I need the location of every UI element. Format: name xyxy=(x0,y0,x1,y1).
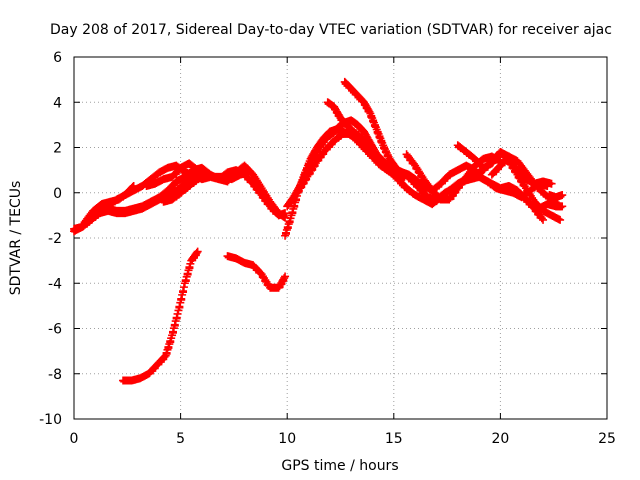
data-layer xyxy=(70,77,567,385)
data-point-fill xyxy=(172,313,181,322)
data-point-fill xyxy=(160,352,169,361)
series-arc-12 xyxy=(323,98,409,181)
data-point-fill xyxy=(288,208,297,217)
data-point-fill xyxy=(179,287,188,296)
data-point-fill xyxy=(179,283,188,292)
x-tick-label: 25 xyxy=(598,431,616,447)
data-point-fill xyxy=(181,276,190,285)
data-point-fill xyxy=(397,169,406,178)
data-point-fill xyxy=(170,320,179,329)
series-arc-13 xyxy=(340,77,407,179)
y-tick-label: 6 xyxy=(53,50,62,66)
series-arc-8 xyxy=(223,252,290,292)
tick-layer: 0 5 10 15 20 25 -10 -8 -6 -4 -2 0 2 4 6 xyxy=(39,50,616,447)
data-point xyxy=(281,272,290,281)
data-point-fill xyxy=(177,294,186,303)
x-tick-label: 10 xyxy=(278,431,296,447)
data-point xyxy=(558,202,567,211)
x-tick-label: 20 xyxy=(491,431,509,447)
data-point xyxy=(129,181,138,190)
chart-title: Day 208 of 2017, Sidereal Day-to-day VTE… xyxy=(50,22,612,38)
data-point xyxy=(539,215,548,224)
y-tick-label: 0 xyxy=(53,186,62,202)
y-tick-label: -8 xyxy=(48,367,62,383)
y-tick-label: -2 xyxy=(48,231,62,247)
y-tick-label: -6 xyxy=(48,322,62,338)
data-point-fill xyxy=(183,269,192,278)
y-axis-title: SDTVAR / TECUs xyxy=(8,181,24,296)
series-arc-6 xyxy=(159,168,253,206)
data-point xyxy=(547,179,556,188)
data-point xyxy=(193,247,202,256)
data-point xyxy=(398,170,407,179)
series-arc-18 xyxy=(545,191,567,202)
series-arc-5 xyxy=(142,159,211,190)
x-tick-label: 0 xyxy=(70,431,79,447)
y-tick-label: -4 xyxy=(48,276,62,292)
series-arc-15 xyxy=(453,141,556,188)
x-tick-label: 5 xyxy=(176,431,185,447)
data-point-fill xyxy=(168,327,177,336)
series-arc-3 xyxy=(80,181,138,227)
y-tick-label: -10 xyxy=(39,412,62,428)
data-point-fill xyxy=(186,259,195,268)
x-tick-label: 15 xyxy=(385,431,403,447)
series-arc-17 xyxy=(534,200,567,213)
series-arc-7 xyxy=(119,247,202,385)
data-point-fill xyxy=(192,248,201,257)
data-point-fill xyxy=(185,263,194,272)
data-point-fill xyxy=(175,302,184,311)
data-point-fill xyxy=(128,182,137,191)
y-tick-label: 2 xyxy=(53,141,62,157)
x-axis-title: GPS time / hours xyxy=(281,458,398,474)
data-point xyxy=(556,215,565,224)
data-point-fill xyxy=(173,309,182,318)
data-point xyxy=(244,168,253,177)
data-point xyxy=(558,191,567,200)
y-tick-label: 4 xyxy=(53,95,62,111)
